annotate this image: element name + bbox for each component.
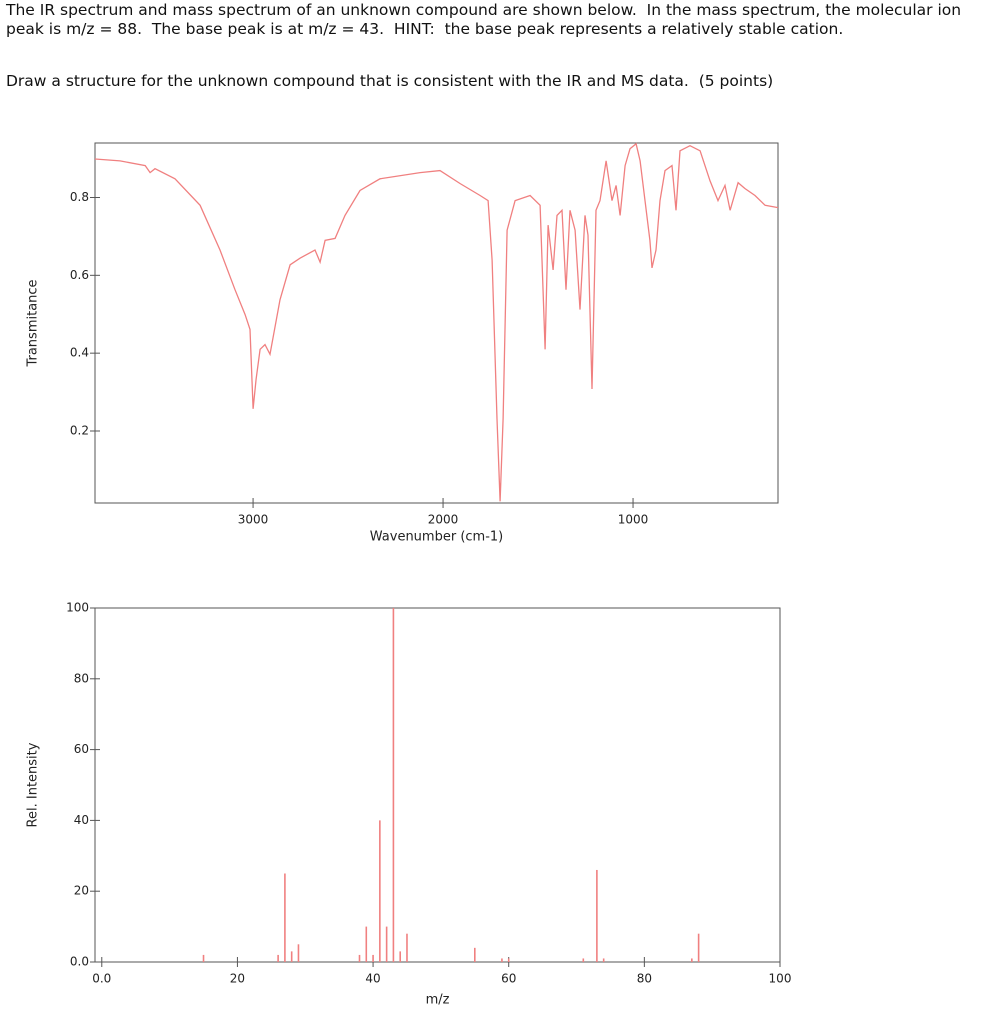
y-tick-label: 0.6 xyxy=(70,268,89,282)
x-tick-label: 1000 xyxy=(618,513,649,527)
y-tick-label: 0.2 xyxy=(70,424,89,438)
y-tick-label: 0.0 xyxy=(70,955,89,969)
question-text: Draw a structure for the unknown compoun… xyxy=(6,72,774,90)
x-tick-label: 60 xyxy=(501,972,516,986)
y-tick-label: 0.4 xyxy=(70,346,89,360)
y-axis-label: Transmitance xyxy=(26,279,41,367)
x-tick-label: 40 xyxy=(365,972,380,986)
y-axis-label: Rel. Intensity xyxy=(26,742,41,827)
y-tick-label: 0.8 xyxy=(70,190,89,204)
x-tick-label: 80 xyxy=(637,972,652,986)
y-tick-label: 80 xyxy=(74,671,89,685)
y-tick-label: 40 xyxy=(74,813,89,827)
x-axis-label: m/z xyxy=(426,993,450,1008)
y-tick-label: 100 xyxy=(66,601,89,615)
x-axis-label: Wavenumber (cm-1) xyxy=(370,530,503,545)
x-tick-label: 20 xyxy=(230,972,245,986)
x-tick-label: 2000 xyxy=(428,513,459,527)
x-tick-label: 3000 xyxy=(238,513,269,527)
question-text: The IR spectrum and mass spectrum of an … xyxy=(6,1,966,38)
x-tick-label: 100 xyxy=(769,972,792,986)
plot-frame xyxy=(94,607,781,963)
y-tick-label: 20 xyxy=(74,884,89,898)
y-tick-label: 60 xyxy=(74,742,89,756)
plot-frame xyxy=(94,142,779,504)
x-tick-label: 0.0 xyxy=(92,972,111,986)
spectrum-line xyxy=(94,142,779,502)
